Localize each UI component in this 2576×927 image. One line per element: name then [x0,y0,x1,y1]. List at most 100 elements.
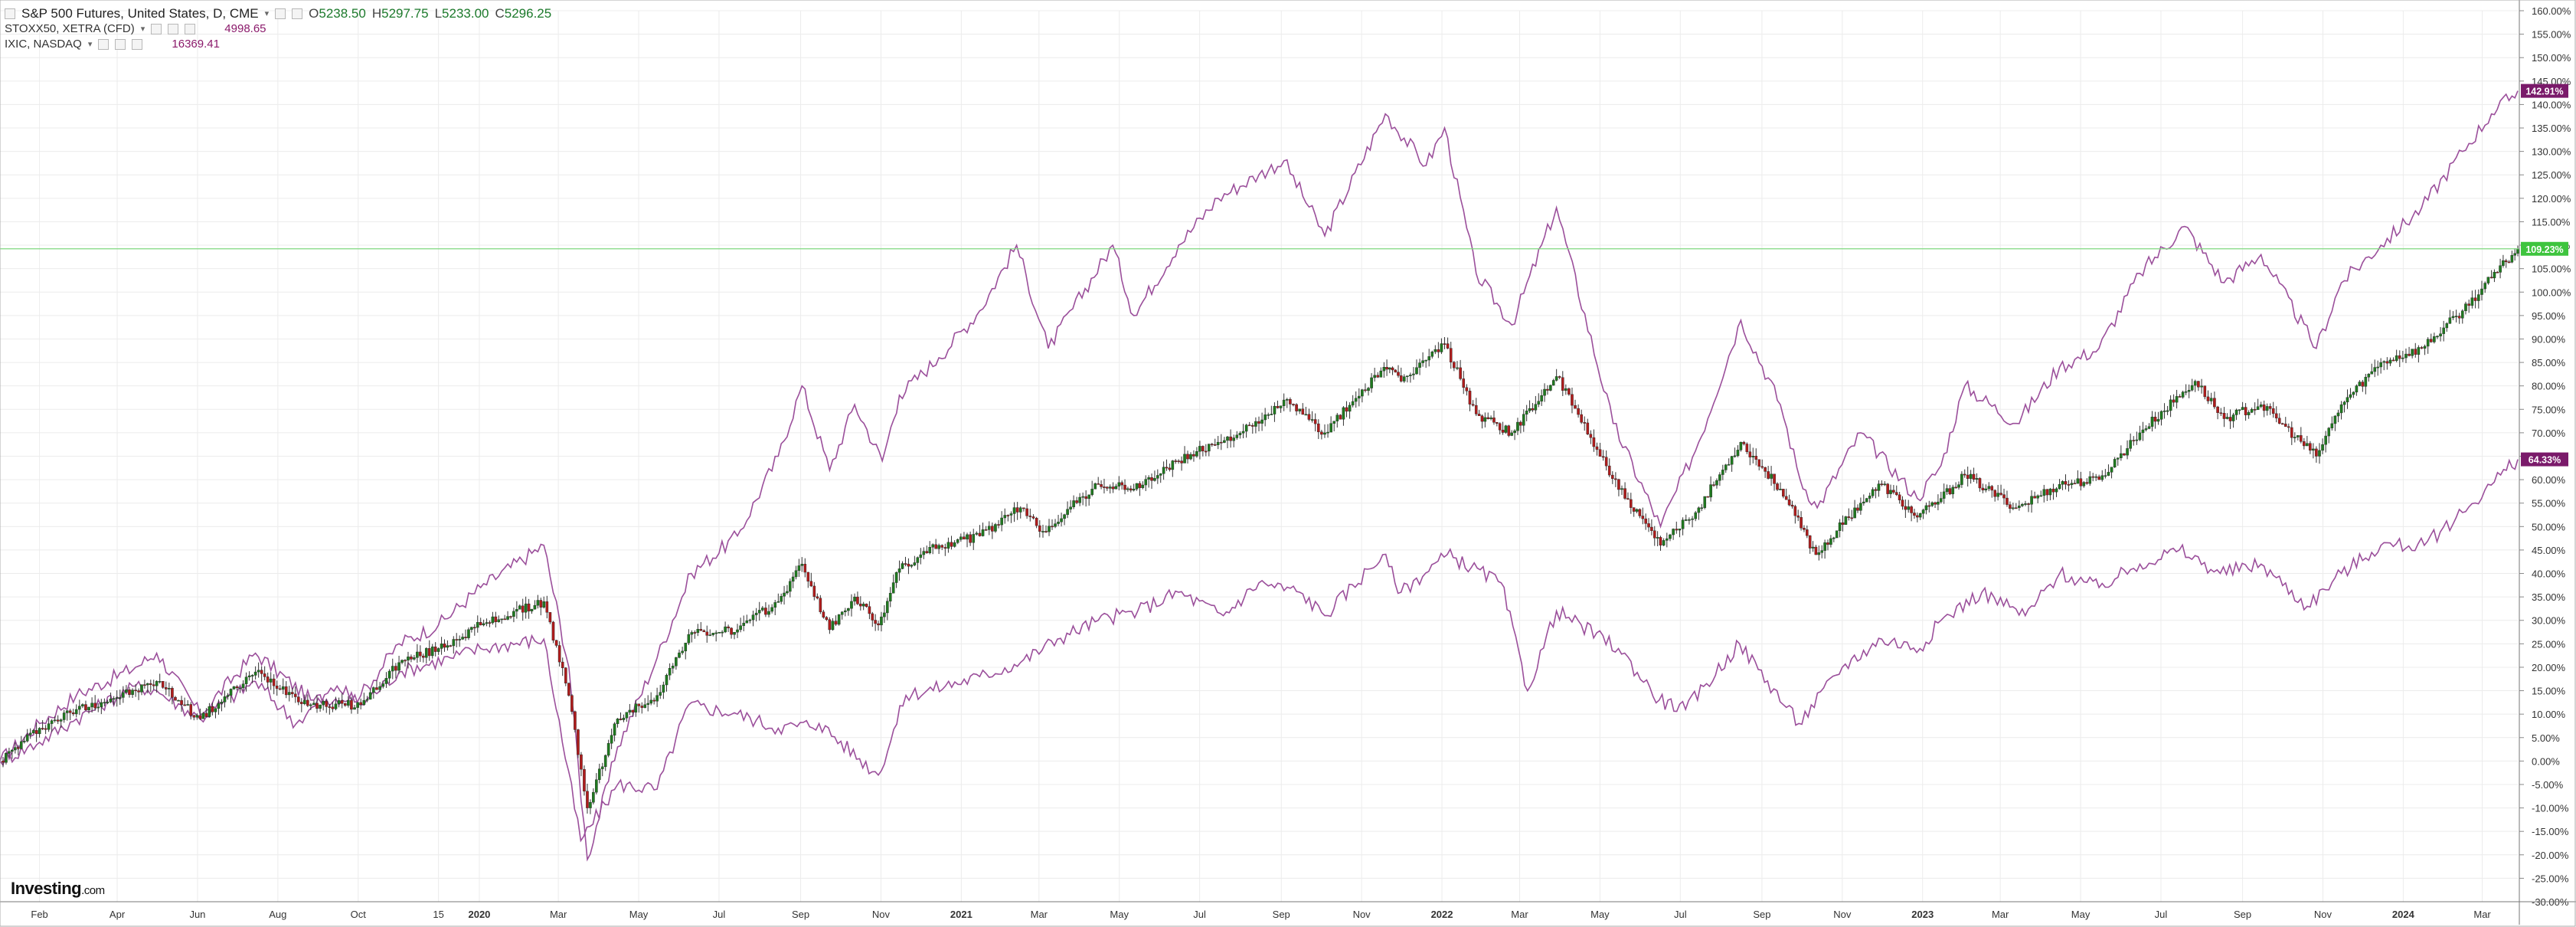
candle-body [791,576,795,582]
candle-body [1990,486,1994,491]
candle [1525,405,1528,421]
candle-body [325,701,329,707]
candle-body [1391,367,1394,371]
candle-body [2058,484,2061,490]
eye-square-icon[interactable] [98,39,110,50]
legend-main-row[interactable]: S&P 500 Futures, United States, D, CME ▾… [5,6,551,21]
candle-body [662,684,665,693]
candle-body [140,684,143,693]
compare-symbol-label[interactable]: STOXX50, XETRA (CFD) [5,22,135,35]
x-tick-label: May [2071,909,2091,920]
y-tick-label: 85.00% [2532,357,2566,369]
x-tick-label: Sep [1753,909,1770,920]
candle [883,604,886,624]
legend-compare-row[interactable]: IXIC, NASDAQ ▾ 16369.41 [5,37,551,52]
candle [1028,508,1032,522]
candle-body [613,723,616,735]
x-tick-label: 2023 [1911,909,1934,920]
high-label: H [371,6,382,21]
candle-body [2318,450,2321,457]
candle [1981,483,1985,493]
candle-body [2352,391,2355,395]
candle [953,540,956,548]
candle [1607,458,1611,477]
candle [2439,326,2442,342]
settings-square-icon[interactable] [275,8,286,19]
candle-body [131,690,134,695]
candle [232,686,236,690]
settings-square-icon[interactable] [115,39,126,50]
candle [761,605,764,612]
candle-body [2330,423,2334,429]
close-square-icon[interactable] [132,39,143,50]
candle-body [603,755,607,768]
candle [1632,507,1636,517]
candle-body [665,674,669,686]
candle-body [1993,490,1996,497]
eye-square-icon[interactable] [151,24,162,34]
candle [2132,436,2136,446]
candle-body [269,678,273,683]
candle-body [1054,523,1057,527]
candle-body [757,610,761,614]
chevron-down-icon[interactable]: ▾ [140,25,145,34]
candle-body [2426,339,2430,347]
candle [62,709,66,723]
candle [81,703,84,709]
candle [1751,447,1755,464]
candle [1641,507,1645,525]
candle [2483,281,2486,293]
chevron-down-icon[interactable]: ▾ [264,9,270,18]
candle [1397,365,1400,378]
candle-body [1811,546,1815,549]
close-square-icon[interactable] [185,24,196,34]
candle [1430,350,1434,359]
candle [90,697,93,713]
candle [146,683,149,693]
candle [1103,478,1106,494]
chevron-down-icon[interactable]: ▾ [87,40,93,49]
candle-body [764,608,767,615]
candle [2290,421,2293,445]
main-symbol-title[interactable]: S&P 500 Futures, United States, D, CME [21,6,259,21]
candle [2064,474,2068,490]
candle [2513,247,2516,261]
candle [122,686,125,703]
close-square-icon[interactable] [292,8,303,19]
compare-symbol-label[interactable]: IXIC, NASDAQ [5,38,82,51]
candle [2423,344,2427,355]
candle-body [1534,404,1538,411]
candle-body [1724,464,1728,470]
candle-body [1289,399,1292,405]
candle-body [1764,467,1767,472]
candle-body [1329,423,1332,433]
candle [1760,459,1764,470]
investing-logo[interactable]: Investing.com [11,879,105,899]
candle-body [284,686,288,696]
settings-square-icon[interactable] [168,24,179,34]
candle [2039,490,2043,497]
candle-body [595,779,598,793]
candle [1787,494,1791,506]
candle-body [2502,260,2505,266]
candle-body [1232,437,1235,441]
candle-body [68,710,72,713]
candle [220,699,224,712]
candle-body [1814,546,1818,555]
candle [1770,466,1773,486]
candle [868,601,871,620]
candle-body [1681,519,1685,529]
candle [1811,541,1815,552]
candle [2187,384,2191,398]
candle [2141,421,2145,441]
candle-body [2193,381,2197,386]
candle-body [2064,481,2068,485]
candle-body [476,622,479,628]
legend-compare-row[interactable]: STOXX50, XETRA (CFD) ▾ 4998.65 [5,21,551,37]
candle [1779,482,1782,490]
candle [586,783,589,814]
candle-body [1090,489,1093,496]
candle [1449,342,1453,369]
candle [2231,412,2235,428]
